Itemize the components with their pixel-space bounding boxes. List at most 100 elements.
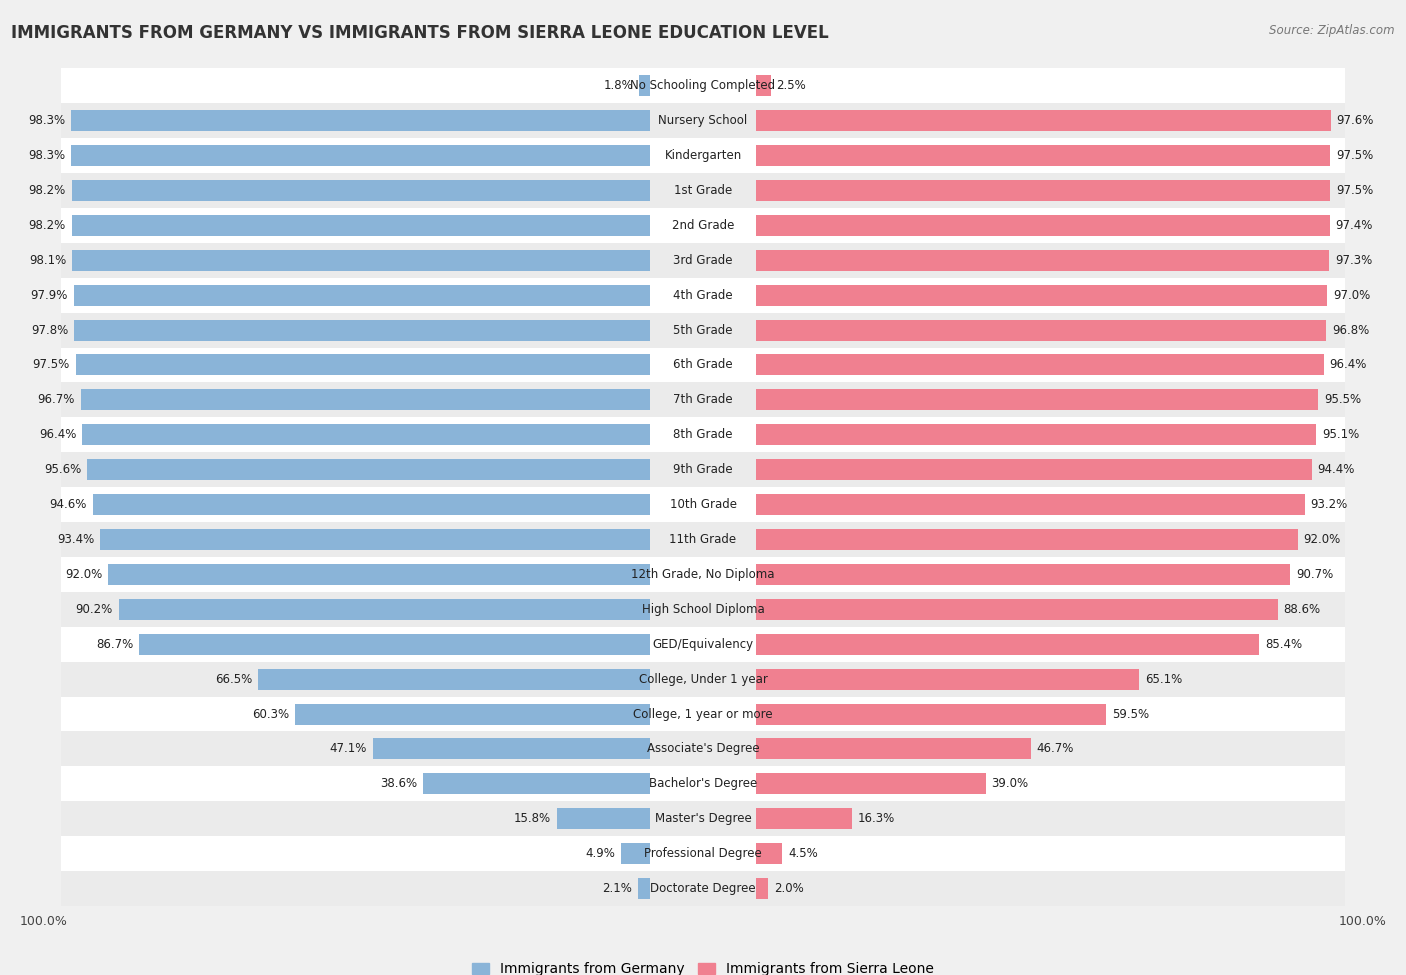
Text: 94.4%: 94.4% [1317,463,1355,476]
Bar [62,731,1344,766]
Text: 7th Grade: 7th Grade [673,393,733,407]
Text: 97.5%: 97.5% [1336,184,1374,197]
Text: 4.9%: 4.9% [585,847,616,860]
Text: 93.4%: 93.4% [56,533,94,546]
Bar [756,459,1312,480]
Bar [62,173,1344,208]
Text: 88.6%: 88.6% [1284,603,1320,616]
Bar [62,417,1344,452]
Text: 97.3%: 97.3% [1334,254,1372,267]
Bar [93,494,650,515]
Text: 90.7%: 90.7% [1296,567,1333,581]
Text: 66.5%: 66.5% [215,673,253,685]
Bar [756,75,770,97]
Text: 90.2%: 90.2% [76,603,112,616]
Bar [83,424,650,446]
Bar [62,488,1344,522]
Bar [62,592,1344,627]
Legend: Immigrants from Germany, Immigrants from Sierra Leone: Immigrants from Germany, Immigrants from… [467,956,939,975]
Bar [756,878,768,899]
Bar [72,214,650,236]
Bar [756,110,1330,131]
Text: 97.8%: 97.8% [31,324,69,336]
Text: 2.0%: 2.0% [773,882,803,895]
Text: 93.2%: 93.2% [1310,498,1348,511]
Bar [100,529,650,550]
Text: 2.1%: 2.1% [602,882,631,895]
Bar [756,355,1323,375]
Bar [62,871,1344,906]
Bar [640,75,650,97]
Bar [73,285,650,305]
Bar [756,843,783,864]
Bar [756,285,1327,305]
Text: 59.5%: 59.5% [1112,708,1149,721]
Bar [62,662,1344,696]
Bar [756,250,1329,271]
Text: 9th Grade: 9th Grade [673,463,733,476]
Text: 1st Grade: 1st Grade [673,184,733,197]
Text: 6th Grade: 6th Grade [673,359,733,371]
Bar [62,766,1344,801]
Bar [756,634,1258,654]
Text: Doctorate Degree: Doctorate Degree [650,882,756,895]
Text: 96.4%: 96.4% [39,428,76,442]
Bar [756,669,1139,689]
Bar [72,180,650,201]
Text: College, 1 year or more: College, 1 year or more [633,708,773,721]
Text: 98.1%: 98.1% [30,254,66,267]
Bar [72,250,650,271]
Text: 8th Grade: 8th Grade [673,428,733,442]
Text: Master's Degree: Master's Degree [655,812,751,825]
Bar [62,243,1344,278]
Bar [62,557,1344,592]
Text: 96.4%: 96.4% [1330,359,1367,371]
Text: 98.3%: 98.3% [28,114,65,127]
Text: 95.6%: 95.6% [44,463,82,476]
Bar [756,564,1291,585]
Bar [756,704,1107,724]
Bar [62,696,1344,731]
Text: 98.2%: 98.2% [28,218,66,232]
Bar [62,522,1344,557]
Bar [756,180,1330,201]
Text: 38.6%: 38.6% [380,777,416,791]
Bar [557,808,650,829]
Bar [62,68,1344,103]
Bar [373,738,650,760]
Text: GED/Equivalency: GED/Equivalency [652,638,754,650]
Text: High School Diploma: High School Diploma [641,603,765,616]
Text: 97.6%: 97.6% [1337,114,1374,127]
Bar [72,145,650,166]
Text: IMMIGRANTS FROM GERMANY VS IMMIGRANTS FROM SIERRA LEONE EDUCATION LEVEL: IMMIGRANTS FROM GERMANY VS IMMIGRANTS FR… [11,24,830,42]
Bar [62,103,1344,138]
Bar [62,452,1344,488]
Text: 4.5%: 4.5% [789,847,818,860]
Text: 65.1%: 65.1% [1146,673,1182,685]
Text: 97.0%: 97.0% [1333,289,1371,301]
Bar [62,313,1344,347]
Bar [62,801,1344,837]
Text: 15.8%: 15.8% [515,812,551,825]
Bar [62,347,1344,382]
Bar [756,808,852,829]
Text: 92.0%: 92.0% [65,567,103,581]
Bar [423,773,650,795]
Text: 98.2%: 98.2% [28,184,66,197]
Bar [756,320,1326,340]
Text: 94.6%: 94.6% [49,498,87,511]
Bar [295,704,650,724]
Bar [108,564,650,585]
Text: 97.9%: 97.9% [31,289,67,301]
Text: Nursery School: Nursery School [658,114,748,127]
Text: 46.7%: 46.7% [1036,742,1074,756]
Bar [87,459,650,480]
Bar [756,599,1278,620]
Bar [756,738,1031,760]
Text: 100.0%: 100.0% [20,915,67,928]
Text: No Schooling Completed: No Schooling Completed [630,79,776,93]
Text: 95.1%: 95.1% [1322,428,1360,442]
Bar [756,145,1330,166]
Text: Kindergarten: Kindergarten [665,149,741,162]
Bar [62,837,1344,871]
